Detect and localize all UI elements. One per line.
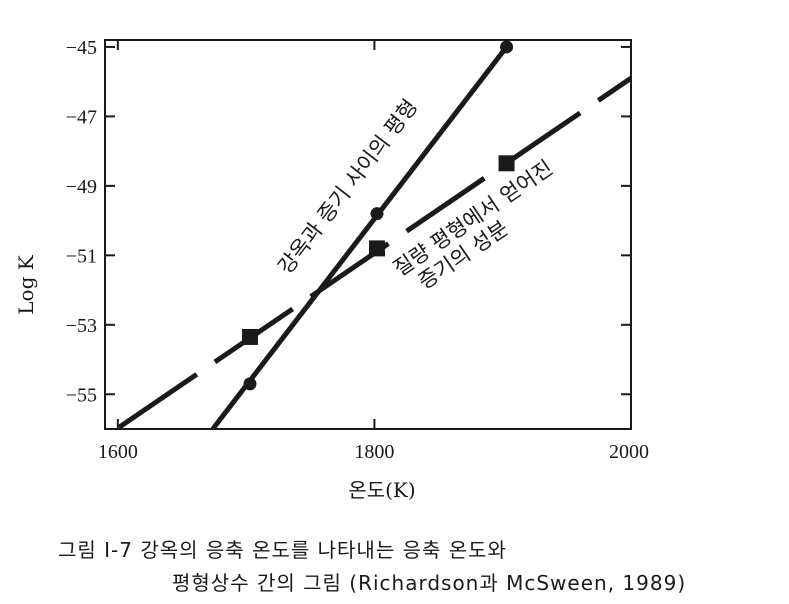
x-tick-label-2: 1800 [354,441,394,463]
series-1-point-1 [243,377,257,391]
x-tick-label-1: 1600 [98,441,138,463]
series-1-point-3 [500,40,514,54]
plot-frame [104,39,632,430]
y-tick-label-4: −51 [66,245,97,267]
y-axis-title: Log K [14,254,38,314]
series-2-point-1 [241,328,258,345]
figure-caption-line-2: 평형상수 간의 그림 (Richardson과 McSween, 1989) [172,571,687,595]
series-2-point-3 [498,155,515,172]
y-tick-label-2: −47 [66,106,97,128]
y-tick-label-3: −49 [66,176,97,198]
figure-caption-line-1: 그림 Ⅰ-7 강옥의 응축 온도를 나타내는 응축 온도와 [58,538,507,562]
x-axis-title: 온도(K) [348,478,415,502]
series-1-line [210,45,509,429]
y-tick-label-1: −45 [66,37,97,59]
x-tick-label-3: 2000 [609,441,649,463]
y-tick-label-6: −55 [66,384,97,406]
series-1-point-2 [370,207,384,221]
y-tick-label-5: −53 [66,315,97,337]
series-2-point-2 [368,240,385,257]
